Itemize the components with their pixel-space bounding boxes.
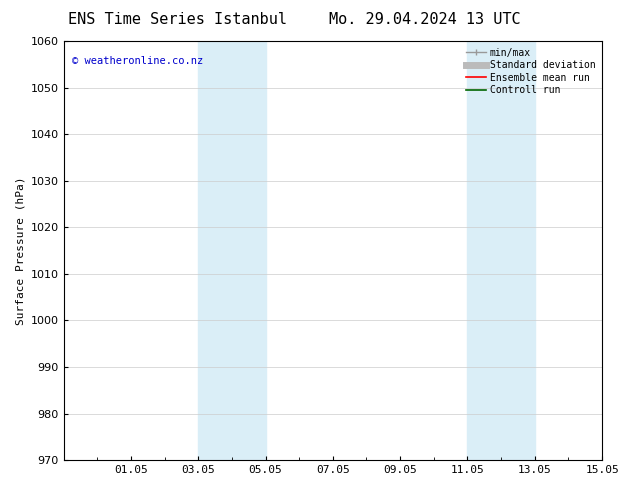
Text: © weatheronline.co.nz: © weatheronline.co.nz <box>72 56 203 66</box>
Bar <box>467 41 535 460</box>
Legend: min/max, Standard deviation, Ensemble mean run, Controll run: min/max, Standard deviation, Ensemble me… <box>462 44 599 99</box>
Y-axis label: Surface Pressure (hPa): Surface Pressure (hPa) <box>15 176 25 325</box>
Bar <box>198 41 266 460</box>
Text: Mo. 29.04.2024 13 UTC: Mo. 29.04.2024 13 UTC <box>329 12 521 27</box>
Text: ENS Time Series Istanbul: ENS Time Series Istanbul <box>68 12 287 27</box>
